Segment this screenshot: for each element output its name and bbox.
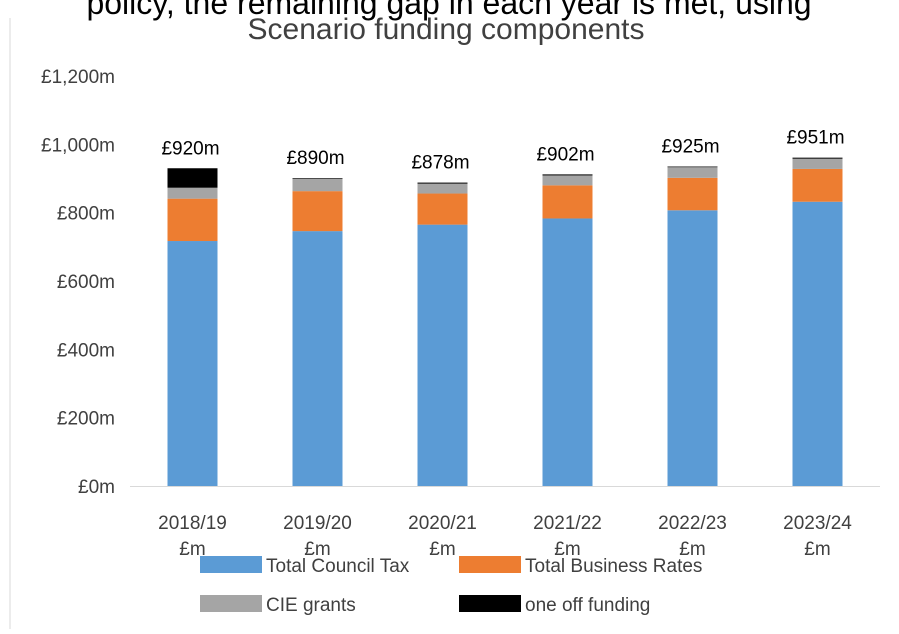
legend-label: one off funding: [525, 595, 650, 616]
legend-label: Total Council Tax: [266, 556, 410, 577]
bar-total-label: £890m: [286, 148, 344, 169]
bar-segment: [792, 158, 843, 169]
bar-segment: [292, 191, 343, 232]
y-tick-label: £0m: [78, 477, 115, 498]
bar-segment: [542, 175, 593, 186]
legend-label: CIE grants: [266, 595, 356, 616]
bar-segment: [667, 210, 718, 486]
y-tick-label: £1,200m: [41, 67, 115, 88]
y-tick-label: £200m: [57, 409, 115, 430]
bar-segment: [292, 178, 343, 179]
y-tick-label: £400m: [57, 340, 115, 361]
bar-segment: [417, 193, 468, 225]
chart-title: Scenario funding components: [248, 13, 645, 46]
bar-segment: [167, 198, 218, 242]
bar-segment: [167, 187, 218, 199]
legend-swatch: [200, 556, 262, 573]
y-axis: £0m £200m £400m £600m £800m £1,000m £1,200m: [41, 67, 880, 498]
x-tick-label: 2023/24 £m: [783, 513, 852, 560]
x-tick-label: 2018/19 £m: [158, 513, 227, 560]
bar-segment: [792, 157, 843, 159]
bar-segment: [167, 168, 218, 188]
x-axis: 2018/19 £m 2019/20 £m 2020/21 £m 2021/22 £m 2022…: [158, 513, 852, 560]
bar-total-label: £920m: [161, 138, 219, 159]
bar-segment: [292, 231, 343, 486]
bar-segment: [792, 201, 843, 486]
bar-segment: [417, 182, 468, 184]
bar-total-label: £878m: [411, 153, 469, 174]
bar-segment: [167, 241, 218, 486]
bar-total-label: £902m: [536, 144, 594, 165]
bar-total-label: £951m: [786, 128, 844, 149]
bars-layer: [167, 157, 843, 486]
x-tick-label: 2021/22 £m: [533, 513, 602, 560]
bar-segment: [417, 183, 468, 194]
y-tick-label: £600m: [57, 272, 115, 293]
x-tick-label: 2022/23 £m: [658, 513, 727, 560]
x-tick-label: 2020/21 £m: [408, 513, 477, 560]
bar-segment: [542, 174, 593, 176]
bar-segment: [667, 166, 718, 168]
bar-segment: [292, 178, 343, 192]
legend-swatch: [459, 556, 521, 573]
bar-segment: [417, 224, 468, 486]
x-tick-label: 2019/20 £m: [283, 513, 352, 560]
y-tick-label: £1,000m: [41, 135, 115, 156]
legend: Total Council Tax Total Business Rates CIE…: [200, 556, 702, 616]
bar-segment: [667, 167, 718, 178]
bar-segment: [792, 168, 843, 202]
legend-label: Total Business Rates: [525, 556, 702, 577]
total-labels: £920m £890m £878m £902m £925m £951m: [161, 128, 844, 174]
legend-swatch: [459, 595, 521, 612]
legend-swatch: [200, 595, 262, 612]
y-tick-label: £800m: [57, 204, 115, 225]
bar-segment: [667, 177, 718, 211]
top-cutoff-text: policy, the remaining gap in each year i…: [86, 0, 811, 21]
bar-total-label: £925m: [661, 137, 719, 158]
bar-segment: [542, 185, 593, 219]
bar-segment: [542, 218, 593, 486]
